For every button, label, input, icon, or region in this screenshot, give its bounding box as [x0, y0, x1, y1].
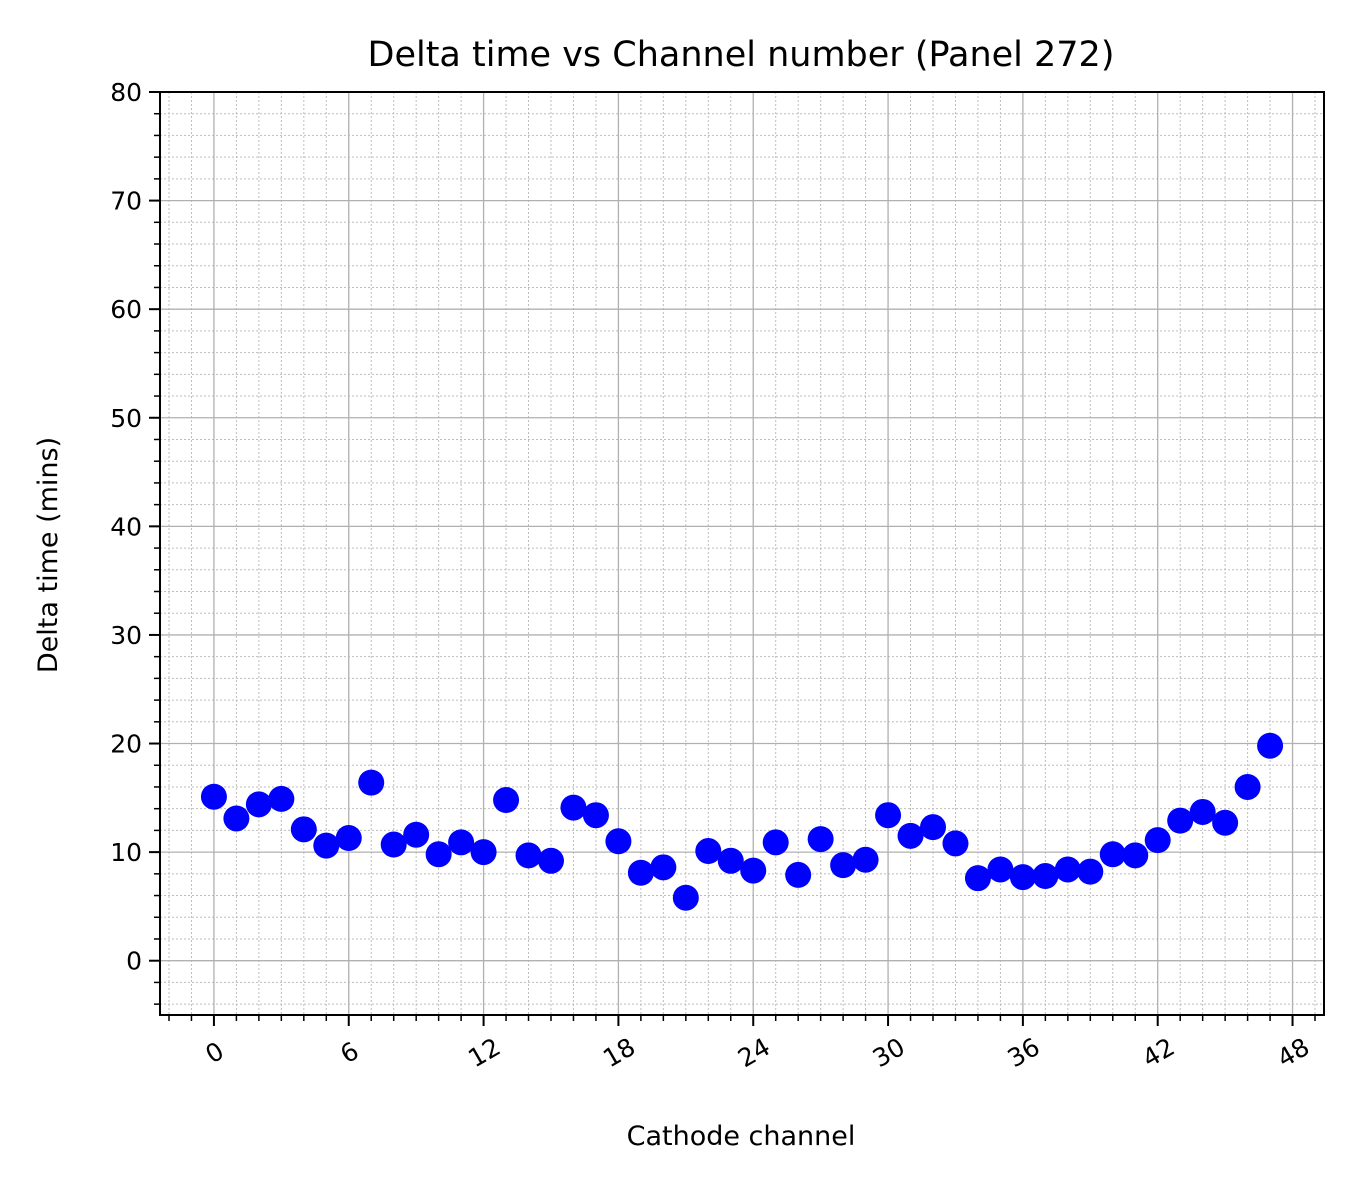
data-point: [605, 828, 632, 855]
data-point: [582, 802, 609, 829]
data-point: [515, 842, 542, 869]
data-point: [1009, 864, 1036, 891]
y-tick-label: 20: [110, 730, 142, 759]
data-point: [470, 839, 497, 866]
data-point: [852, 846, 879, 873]
data-point: [335, 825, 362, 852]
data-point: [560, 794, 587, 821]
data-point: [200, 783, 227, 810]
data-point: [987, 856, 1014, 883]
y-axis-label: Delta time (mins): [33, 437, 64, 673]
y-tick-label: 40: [110, 512, 142, 541]
data-point: [672, 884, 699, 911]
y-tick-labels: 0 10 20 30 40 50 60 70 80: [110, 78, 142, 976]
data-point: [650, 854, 677, 881]
data-point: [1122, 842, 1149, 869]
data-point: [358, 769, 385, 796]
data-point: [942, 830, 969, 857]
y-tick-label: 30: [110, 621, 142, 650]
data-point: [740, 857, 767, 884]
data-point: [493, 786, 520, 813]
data-points: [200, 732, 1284, 911]
data-point: [268, 785, 295, 812]
data-point: [1257, 732, 1284, 759]
data-point: [807, 826, 834, 853]
data-point: [717, 847, 744, 874]
y-tick-label: 50: [110, 404, 142, 433]
major-grid: [160, 91, 1324, 1015]
data-point: [1167, 807, 1194, 834]
data-point: [964, 865, 991, 892]
data-point: [290, 816, 317, 843]
data-point: [762, 829, 789, 856]
plot-frame: [159, 91, 1325, 1016]
data-point: [695, 838, 722, 865]
data-point: [830, 852, 857, 879]
data-point: [1212, 809, 1239, 836]
data-point: [1144, 827, 1171, 854]
y-tick-label: 70: [110, 187, 142, 216]
data-point: [897, 822, 924, 849]
data-point: [627, 859, 654, 886]
data-point: [537, 847, 564, 874]
data-point: [448, 829, 475, 856]
data-point: [1032, 863, 1059, 890]
y-tick-label: 60: [110, 295, 142, 324]
data-point: [875, 802, 902, 829]
data-point: [380, 831, 407, 858]
data-point: [425, 841, 452, 868]
axis-ticks: [149, 91, 1316, 1026]
data-point: [223, 805, 250, 832]
data-point: [1099, 841, 1126, 868]
y-tick-label: 0: [126, 947, 142, 976]
data-point: [785, 861, 812, 888]
y-tick-label: 80: [110, 78, 142, 107]
data-point: [1189, 798, 1216, 825]
data-point: [403, 821, 430, 848]
x-axis-label: Cathode channel: [627, 1121, 856, 1152]
data-point: [245, 791, 272, 818]
data-point: [1054, 856, 1081, 883]
data-point: [920, 814, 947, 841]
data-point: [1234, 773, 1261, 800]
data-point: [1077, 858, 1104, 885]
y-tick-label: 10: [110, 838, 142, 867]
chart-title: Delta time vs Channel number (Panel 272): [368, 35, 1115, 75]
data-point: [313, 832, 340, 859]
